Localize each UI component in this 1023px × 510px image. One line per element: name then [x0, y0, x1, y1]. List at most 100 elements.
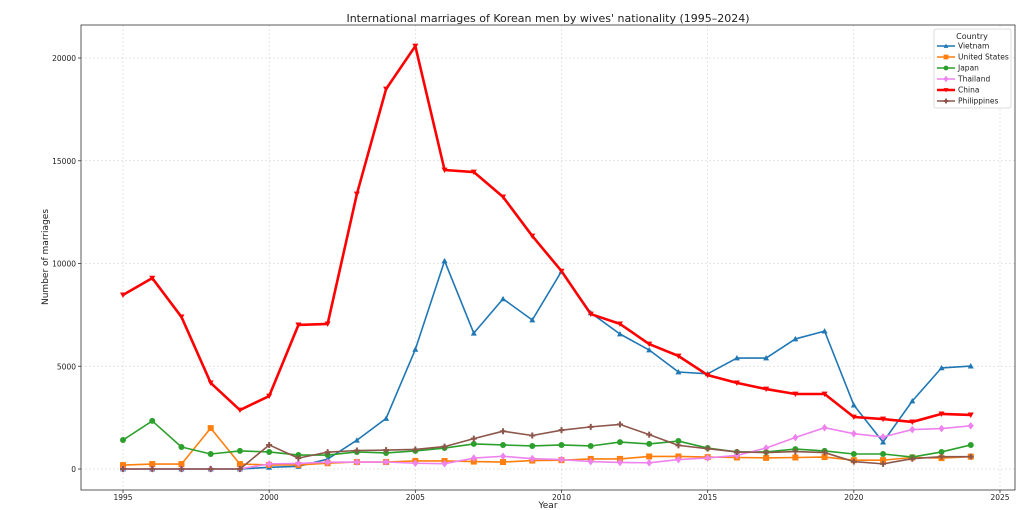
data-point: [792, 448, 799, 455]
data-point: [587, 423, 594, 430]
legend-marker: [943, 98, 949, 104]
legend-title: Country: [956, 32, 988, 41]
series-philippines: [120, 421, 974, 472]
data-point: [207, 380, 214, 386]
data-point: [266, 460, 273, 468]
data-point: [324, 449, 331, 456]
axis-ticks: 1995 2000 2005 2010 2015 2020 2025 0 5000 10000 15…: [52, 54, 1010, 502]
data-point: [675, 442, 682, 449]
data-point: [441, 257, 448, 264]
data-point: [353, 458, 360, 466]
data-point: [178, 314, 185, 320]
data-point: [266, 393, 273, 400]
data-point: [616, 421, 623, 428]
data-point: [500, 452, 507, 461]
data-point: [470, 330, 477, 336]
data-point: [733, 448, 740, 455]
data-point: [821, 449, 828, 456]
data-point: [149, 417, 156, 424]
data-point: [470, 169, 477, 176]
data-point: [938, 448, 945, 455]
data-point: [412, 459, 419, 468]
y-axis-label: Number of marriages: [41, 209, 51, 305]
legend-label: Thailand: [957, 75, 990, 84]
data-point: [646, 347, 653, 353]
data-point: [353, 191, 360, 198]
data-point: [616, 439, 623, 446]
data-point: [383, 447, 390, 454]
data-point: [500, 295, 507, 302]
data-point: [880, 460, 887, 467]
series-japan: [120, 417, 974, 461]
data-point: [646, 431, 653, 438]
data-point: [120, 462, 126, 469]
data-point: [909, 419, 916, 425]
data-point: [675, 369, 682, 375]
data-point: [207, 466, 214, 472]
legend: Country Vietnam United States Japan Thailan…: [933, 28, 1012, 109]
data-point: [704, 372, 711, 379]
data-point: [850, 450, 857, 457]
data-point: [763, 454, 770, 461]
data-point: [353, 447, 360, 454]
data-point: [792, 335, 799, 342]
data-point: [441, 459, 448, 468]
data-point: [500, 441, 507, 448]
data-point: [236, 461, 243, 468]
data-point: [587, 442, 594, 449]
data-point: [558, 268, 565, 275]
x-tick-label: 2015: [698, 493, 717, 502]
data-point: [529, 432, 536, 439]
series-vietnam: [120, 257, 974, 472]
data-point: [529, 233, 536, 239]
data-point: [675, 455, 682, 464]
data-point: [149, 466, 156, 472]
data-point: [763, 386, 770, 393]
data-point: [120, 466, 126, 472]
data-point: [616, 321, 623, 327]
data-point: [324, 458, 331, 467]
data-point: [880, 457, 887, 464]
data-point: [295, 322, 302, 328]
series-thailand: [120, 422, 974, 473]
data-point: [792, 433, 799, 442]
plot-frame: [80, 24, 1016, 491]
legend-label: Philippines: [958, 97, 999, 106]
legend-box: [933, 28, 1012, 109]
x-tick-label: 2010: [552, 493, 571, 502]
data-point: [646, 440, 653, 447]
data-point: [266, 441, 273, 448]
data-point: [763, 355, 770, 361]
y-tick-label: 20000: [52, 54, 76, 63]
data-point: [120, 292, 126, 298]
series-group: [120, 43, 974, 473]
data-point: [821, 391, 828, 397]
x-tick-label: 2025: [990, 493, 1009, 502]
legend-label: Vietnam: [958, 42, 989, 51]
data-point: [383, 415, 390, 421]
data-point: [412, 446, 419, 453]
data-point: [821, 454, 828, 461]
legend-marker: [943, 43, 949, 48]
data-point: [529, 454, 536, 463]
data-point: [500, 428, 507, 435]
data-point: [178, 444, 185, 451]
data-point: [149, 461, 156, 468]
data-point: [675, 438, 682, 445]
data-point: [558, 441, 565, 448]
x-tick-label: 2005: [406, 493, 425, 502]
data-point: [909, 425, 916, 434]
data-point: [938, 424, 945, 433]
data-point: [733, 451, 740, 460]
y-tick-label: 5000: [57, 362, 76, 371]
data-point: [938, 453, 945, 460]
data-point: [763, 449, 770, 456]
legend-label: China: [958, 86, 979, 95]
data-point: [967, 441, 974, 448]
data-point: [558, 427, 565, 434]
x-tick-label: 1995: [113, 493, 132, 502]
data-point: [236, 447, 243, 454]
data-point: [207, 450, 214, 457]
series-line: [123, 425, 971, 470]
